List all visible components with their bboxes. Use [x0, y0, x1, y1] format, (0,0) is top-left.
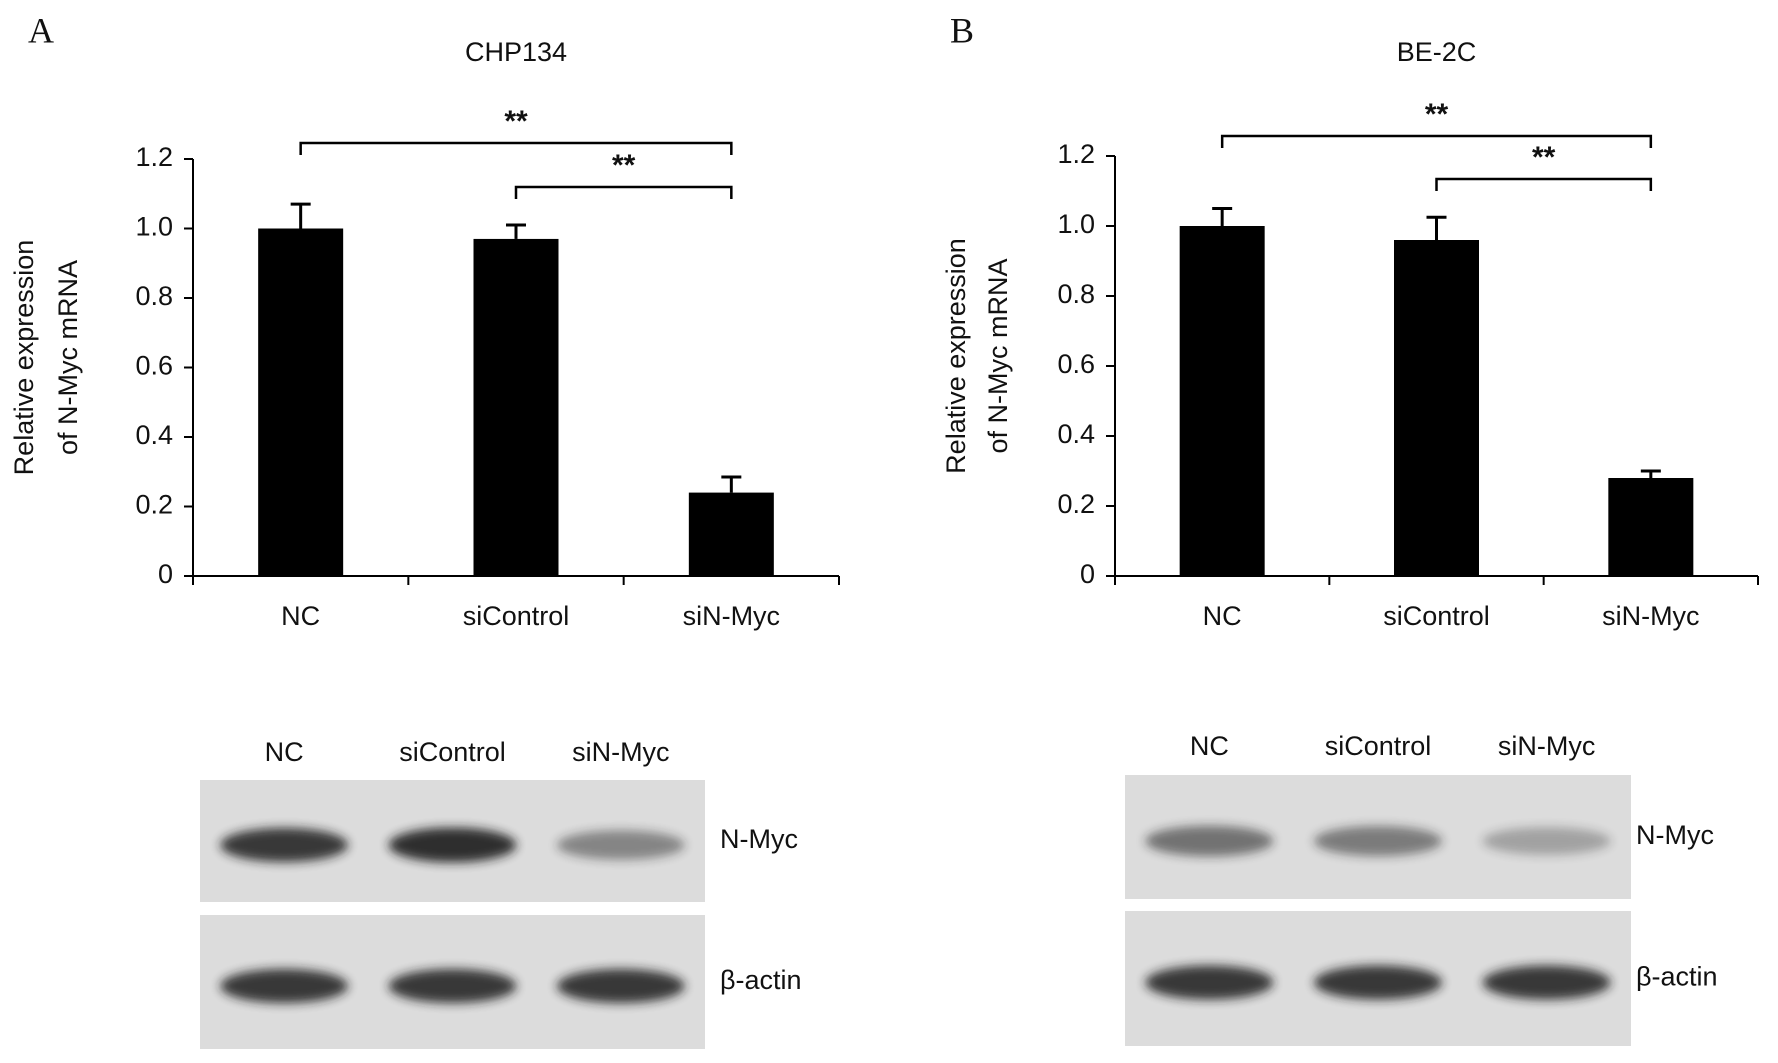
blot-band — [388, 827, 517, 863]
x-tick-label: NC — [281, 601, 320, 631]
bar — [688, 492, 774, 576]
blot-band — [1313, 826, 1443, 856]
chart-title: CHP134 — [465, 37, 567, 67]
y-tick-label: 0.6 — [135, 351, 173, 381]
blot-band — [556, 830, 685, 860]
y-tick-label: 1.0 — [135, 212, 173, 242]
blot-lane-label: NC — [1190, 731, 1229, 761]
y-tick-label: 0.8 — [1057, 279, 1095, 309]
x-tick-label: siN-Myc — [1602, 601, 1699, 631]
blot-band — [1313, 965, 1443, 1000]
y-tick-label: 0 — [158, 559, 173, 589]
y-tick-label: 0.4 — [135, 420, 173, 450]
bar — [1394, 240, 1479, 576]
significance-bracket — [514, 185, 733, 199]
blot-lane-label: siControl — [399, 737, 506, 767]
blot-lane-label: siN-Myc — [1498, 731, 1595, 761]
bar — [258, 228, 344, 576]
significance-label: ** — [1532, 141, 1556, 174]
error-bar — [1212, 207, 1233, 226]
significance-bracket — [1435, 177, 1653, 191]
error-bar — [290, 202, 311, 229]
y-tick-label: 0.6 — [1057, 349, 1095, 379]
blot-band — [1482, 965, 1611, 1000]
significance-label: ** — [504, 105, 528, 138]
y-tick-label: 1.0 — [1057, 209, 1095, 239]
y-tick-label: 1.2 — [1057, 139, 1095, 169]
chart-title: BE-2C — [1397, 37, 1477, 67]
blot-lane-label: siControl — [1325, 731, 1432, 761]
significance-label: ** — [1425, 98, 1449, 131]
y-tick-label: 0.8 — [135, 281, 173, 311]
significance-bracket — [1220, 134, 1653, 148]
blot-protein-label: β-actin — [720, 965, 802, 995]
y-tick-label: 0.2 — [135, 490, 173, 520]
bar — [1608, 478, 1694, 576]
x-tick-label: siN-Myc — [683, 601, 780, 631]
blot-band — [220, 968, 349, 1004]
blot-band — [1482, 827, 1611, 855]
y-tick-label: 1.2 — [135, 142, 173, 172]
blot-lane-label: siN-Myc — [572, 737, 669, 767]
blot-band — [1145, 825, 1274, 857]
y-axis-label: of N-Myc mRNA — [983, 259, 1013, 454]
x-tick-label: NC — [1203, 601, 1242, 631]
y-axis-label: Relative expression — [941, 238, 971, 474]
error-bar — [1426, 215, 1447, 240]
blot-band — [220, 827, 349, 863]
x-tick-label: siControl — [1383, 601, 1490, 631]
panel-label: B — [950, 10, 974, 50]
blot-band — [556, 968, 685, 1004]
blot-band — [1145, 965, 1274, 1000]
error-bar — [506, 223, 526, 239]
significance-bracket — [299, 141, 733, 155]
error-bar — [721, 475, 742, 493]
panel-label: A — [28, 10, 54, 50]
y-tick-label: 0.4 — [1057, 419, 1095, 449]
y-tick-label: 0 — [1080, 559, 1095, 589]
significance-label: ** — [612, 149, 636, 182]
y-axis-label: of N-Myc mRNA — [53, 260, 83, 455]
blot-protein-label: β-actin — [1636, 962, 1718, 992]
blot-protein-label: N-Myc — [1636, 820, 1714, 850]
blot-band — [388, 968, 517, 1004]
error-bar — [1640, 469, 1661, 478]
y-axis-label: Relative expression — [9, 240, 39, 476]
bar — [473, 238, 559, 577]
y-tick-label: 0.2 — [1057, 489, 1095, 519]
blot-protein-label: N-Myc — [720, 824, 798, 854]
blot-lane-label: NC — [265, 737, 304, 767]
x-tick-label: siControl — [463, 601, 570, 631]
bar — [1179, 226, 1265, 576]
